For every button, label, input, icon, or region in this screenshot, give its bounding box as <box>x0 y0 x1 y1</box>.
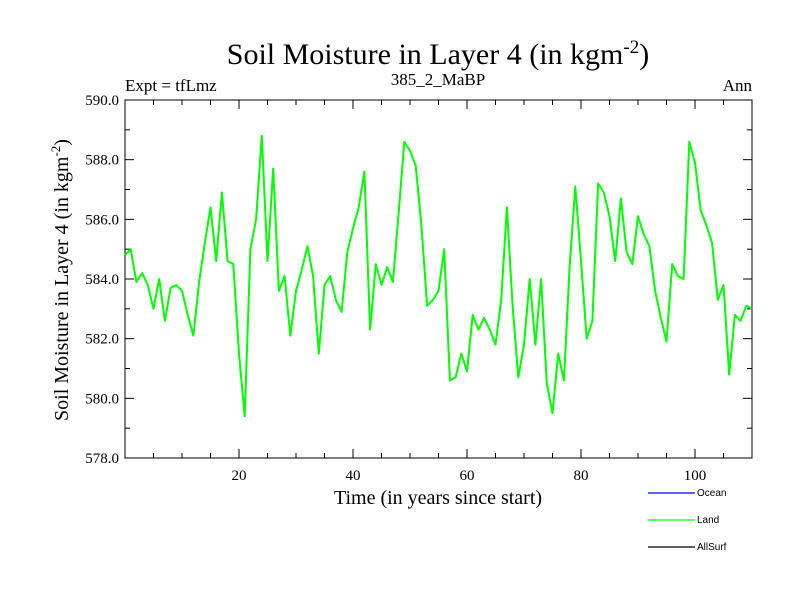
plot-frame <box>124 99 753 459</box>
legend-label-ocean: Ocean <box>697 488 726 499</box>
x-tick-label: 80 <box>574 468 589 484</box>
legend: Ocean Land AllSurf <box>648 488 727 553</box>
x-axis-label: Time (in years since start) <box>334 487 542 509</box>
series-line-land <box>124 134 753 418</box>
legend-label-land: Land <box>697 515 719 526</box>
y-axis-ticks: 578.0 580.0 582.0 584.0 586.0 588.0 590.0 <box>85 93 752 467</box>
x-axis-ticks: 20 40 60 80 100 <box>153 100 724 484</box>
y-tick-label: 586.0 <box>85 212 119 228</box>
y-tick-label: 580.0 <box>85 391 119 407</box>
y-axis-label: Soil Moisture in Layer 4 (in kgm-2) <box>48 139 73 421</box>
series-layer <box>124 134 753 418</box>
y-tick-label: 584.0 <box>85 272 119 288</box>
chart-title: Soil Moisture in Layer 4 (in kgm-2) <box>227 37 649 71</box>
y-tick-label: 590.0 <box>85 93 119 109</box>
subtitle-right: Ann <box>723 76 753 95</box>
x-tick-label: 20 <box>232 468 247 484</box>
subtitle-center: 385_2_MaBP <box>391 70 485 89</box>
x-tick-label: 100 <box>684 468 707 484</box>
y-tick-label: 582.0 <box>85 332 119 348</box>
y-tick-label: 588.0 <box>85 153 119 169</box>
y-tick-label: 578.0 <box>85 451 119 467</box>
legend-label-allsurf: AllSurf <box>697 542 727 553</box>
x-tick-label: 60 <box>460 468 475 484</box>
subtitle-left: Expt = tfLmz <box>125 76 217 95</box>
x-tick-label: 40 <box>346 468 361 484</box>
